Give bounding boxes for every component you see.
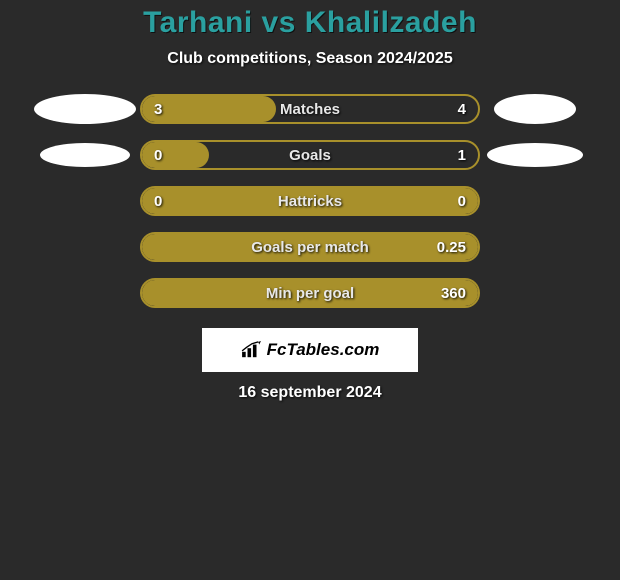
stat-bar: 0Hattricks0: [140, 186, 480, 216]
brand-text: FcTables.com: [267, 340, 380, 360]
brand-chart-icon: [241, 341, 263, 359]
right-value: 1: [458, 142, 466, 168]
stat-bar: Goals per match0.25: [140, 232, 480, 262]
bar-label: Hattricks: [142, 188, 478, 214]
left-ellipse: [34, 94, 136, 124]
right-value: 0.25: [437, 234, 466, 260]
stat-row: 0Goals1: [0, 140, 620, 170]
aux-right: [480, 94, 590, 124]
aux-left: [30, 94, 140, 124]
stat-bar: Min per goal360: [140, 278, 480, 308]
left-ellipse: [40, 143, 130, 167]
right-value: 0: [458, 188, 466, 214]
comparison-card: Tarhani vs Khalilzadeh Club competitions…: [0, 0, 620, 402]
right-value: 4: [458, 96, 466, 122]
stat-row: Goals per match0.25: [0, 232, 620, 262]
stat-row: 3Matches4: [0, 94, 620, 124]
aux-left: [30, 143, 140, 167]
stat-row: Min per goal360: [0, 278, 620, 308]
stat-bar: 3Matches4: [140, 94, 480, 124]
stat-rows: 3Matches40Goals10Hattricks0Goals per mat…: [0, 94, 620, 308]
date-line: 16 september 2024: [0, 384, 620, 402]
subtitle: Club competitions, Season 2024/2025: [0, 50, 620, 68]
right-ellipse: [494, 94, 576, 124]
right-value: 360: [441, 280, 466, 306]
bar-label: Goals per match: [142, 234, 478, 260]
aux-right: [480, 143, 590, 167]
right-ellipse: [487, 143, 583, 167]
bar-label: Min per goal: [142, 280, 478, 306]
page-title: Tarhani vs Khalilzadeh: [0, 6, 620, 40]
stat-row: 0Hattricks0: [0, 186, 620, 216]
brand-box[interactable]: FcTables.com: [202, 328, 418, 372]
stat-bar: 0Goals1: [140, 140, 480, 170]
bar-label: Goals: [142, 142, 478, 168]
bar-label: Matches: [142, 96, 478, 122]
